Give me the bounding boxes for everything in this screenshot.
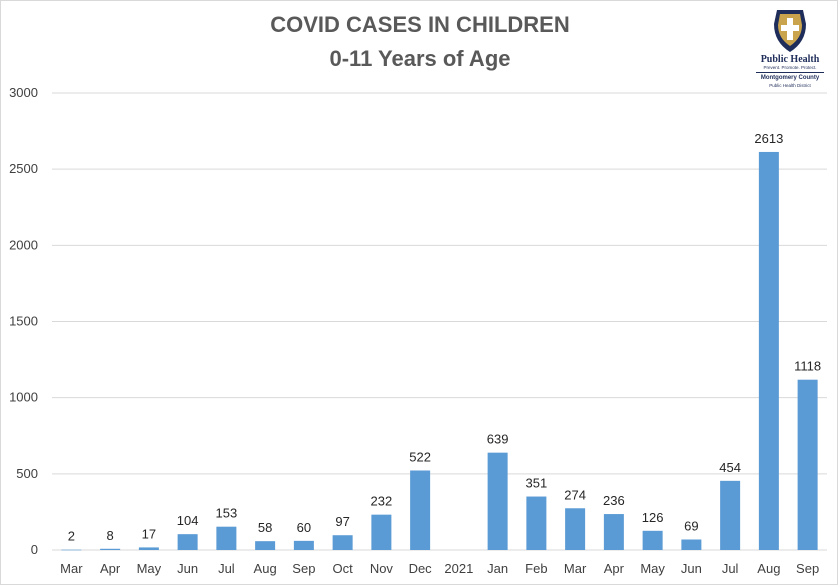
data-label: 274: [564, 487, 586, 502]
logo-district: Public Health District: [769, 83, 811, 88]
chart-title: COVID CASES IN CHILDREN: [270, 12, 570, 37]
data-label: 1118: [794, 359, 821, 374]
bar: [603, 514, 624, 550]
public-health-logo: Public Health Prevent. Promote. Protect.…: [752, 6, 828, 90]
data-label: 58: [258, 520, 272, 535]
bar: [526, 496, 547, 550]
bar: [255, 541, 276, 550]
data-label: 522: [409, 449, 431, 464]
y-tick-label: 0: [31, 542, 38, 557]
data-label: 126: [642, 510, 664, 525]
x-tick-label: Jul: [218, 561, 235, 576]
x-tick-label: Aug: [254, 561, 277, 576]
x-tick-label: Nov: [370, 561, 394, 576]
x-tick-label: May: [640, 561, 665, 576]
data-label: 351: [526, 476, 548, 491]
x-tick-label: Dec: [409, 561, 433, 576]
x-tick-label: Jul: [722, 561, 739, 576]
chart-subtitle: 0-11 Years of Age: [329, 46, 511, 71]
data-label: 232: [371, 494, 393, 509]
data-label: 8: [107, 528, 114, 543]
bar: [332, 535, 353, 550]
bar: [177, 534, 198, 550]
bar: [61, 549, 82, 551]
data-label: 236: [603, 493, 625, 508]
data-label: 60: [297, 520, 311, 535]
bar: [487, 452, 508, 550]
x-tick-label: Jan: [487, 561, 508, 576]
data-label: 97: [335, 514, 349, 529]
y-tick-label: 2000: [9, 237, 38, 252]
y-tick-label: 3000: [9, 85, 38, 100]
y-tick-label: 1500: [9, 314, 38, 329]
shield-icon: [774, 10, 806, 52]
bar: [371, 514, 392, 550]
x-tick-label: Mar: [60, 561, 83, 576]
data-label: 2613: [754, 131, 783, 146]
y-axis-ticks: 0 500 1000 1500 2000 2500 3000: [9, 85, 38, 557]
x-tick-label: Feb: [525, 561, 547, 576]
x-tick-label: Sep: [796, 561, 819, 576]
x-tick-label: Mar: [564, 561, 587, 576]
x-tick-label: 2021: [444, 561, 473, 576]
x-tick-label: Aug: [757, 561, 780, 576]
logo-brand: Public Health: [760, 54, 820, 65]
data-label: 2: [68, 529, 75, 544]
logo-divider: [756, 72, 824, 73]
data-label: 454: [719, 460, 741, 475]
x-tick-label: Jun: [177, 561, 198, 576]
bar: [720, 480, 741, 550]
gridlines: [52, 92, 827, 551]
bar: [293, 540, 314, 550]
data-label: 153: [216, 506, 238, 521]
data-label: 69: [684, 518, 698, 533]
bar: [100, 548, 121, 550]
logo-tagline: Prevent. Promote. Protect.: [763, 65, 817, 70]
y-tick-label: 500: [16, 466, 38, 481]
x-axis-ticks: Mar Apr May Jun Jul Aug Sep Oct Nov Dec 2021 Jan Feb…: [60, 561, 819, 576]
data-label: 104: [177, 513, 199, 528]
data-label: 17: [142, 526, 156, 541]
x-tick-label: May: [137, 561, 162, 576]
bar: [410, 470, 431, 550]
bar: [797, 379, 818, 550]
x-tick-label: Apr: [604, 561, 625, 576]
data-labels: 2 8 17 104 153 58 60 97 232 522 639 351 274 236 126 69 4…: [68, 131, 821, 544]
bar: [216, 526, 237, 550]
bar: [642, 530, 663, 550]
x-tick-label: Jun: [681, 561, 702, 576]
bars: [61, 151, 818, 551]
bar: [138, 547, 159, 550]
logo-county: Montgomery County: [760, 75, 820, 81]
bar: [565, 508, 586, 550]
x-tick-label: Sep: [292, 561, 315, 576]
bar: [758, 151, 779, 550]
data-label: 639: [487, 432, 509, 447]
y-tick-label: 2500: [9, 161, 38, 176]
bar: [681, 539, 702, 550]
y-tick-label: 1000: [9, 390, 38, 405]
x-tick-label: Oct: [333, 561, 354, 576]
x-tick-label: Apr: [100, 561, 121, 576]
